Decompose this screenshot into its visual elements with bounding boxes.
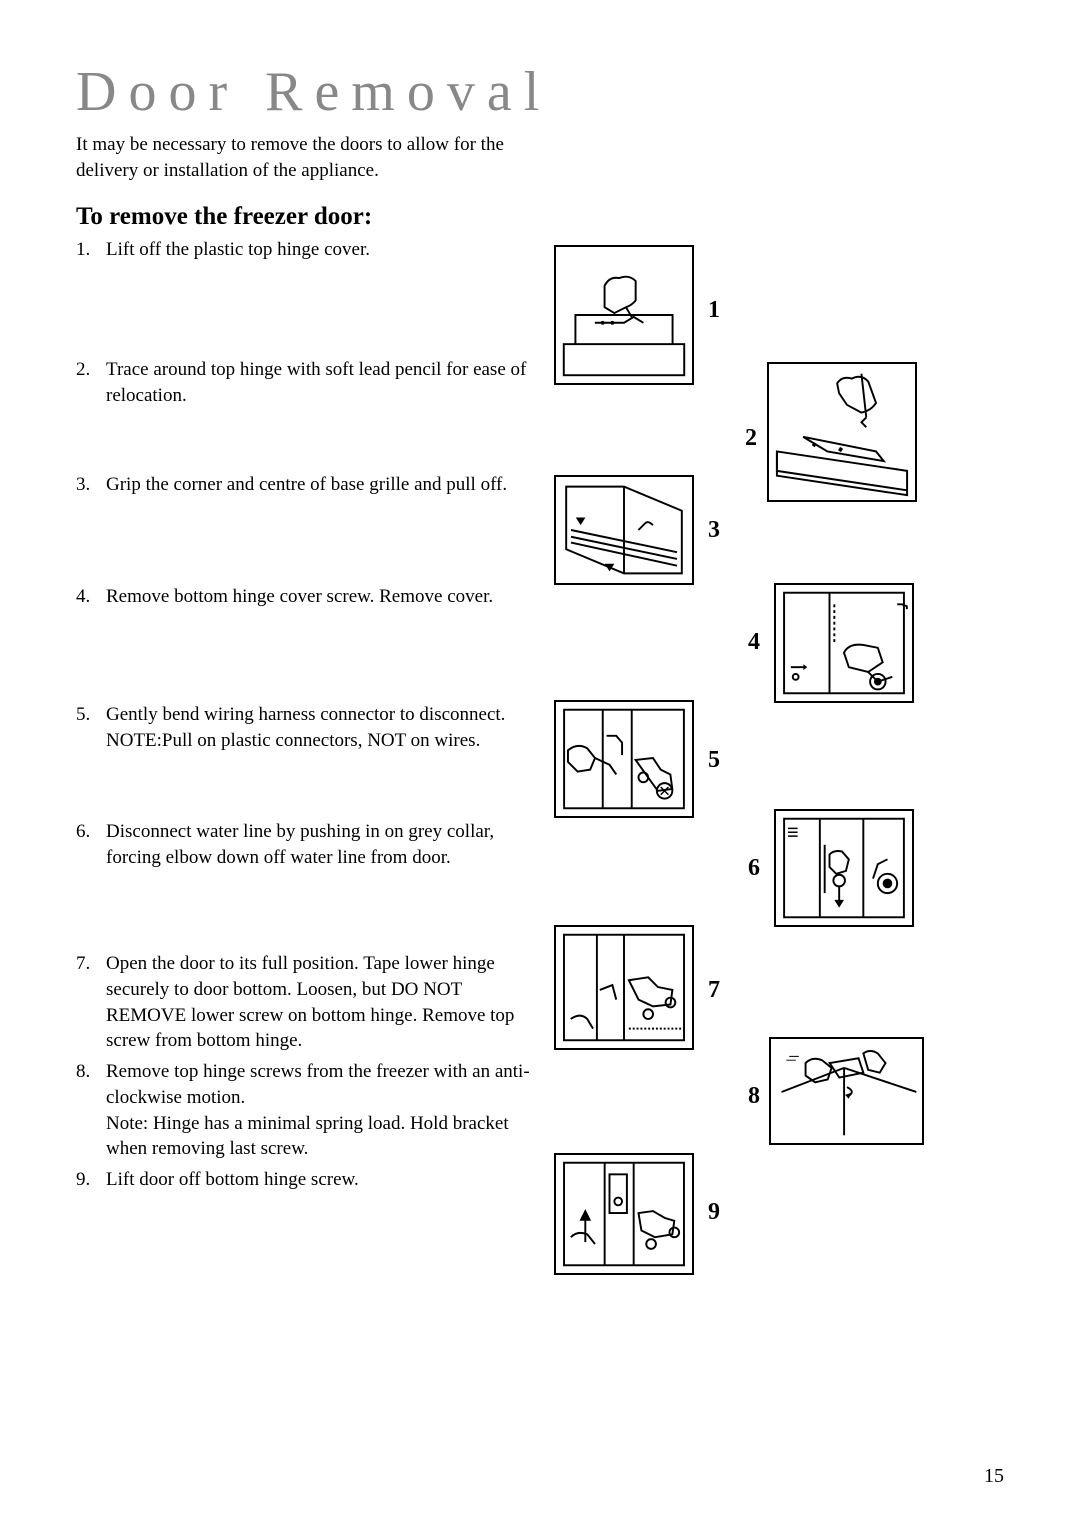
figure-illustration [774,583,914,703]
step-item: 9.Lift door off bottom hinge screw. [76,1167,359,1193]
step-text: Gently bend wiring harness connector to … [106,702,505,753]
figure-label: 8 [748,1083,760,1110]
figure-label: 6 [748,855,760,882]
step-text: Remove bottom hinge cover screw. Remove … [106,584,493,610]
step-item: 7.Open the door to its full position. Ta… [76,951,546,1054]
figure-illustration [554,245,694,385]
step-text: Lift door off bottom hinge screw. [106,1167,359,1193]
figure-illustration [554,700,694,818]
step-item: 5.Gently bend wiring harness connector t… [76,702,505,753]
step-item: 2.Trace around top hinge with soft lead … [76,357,546,408]
step-item: 4.Remove bottom hinge cover screw. Remov… [76,584,493,610]
step-item: 8.Remove top hinge screws from the freez… [76,1059,546,1162]
step-number: 2. [76,357,106,408]
figure-label: 4 [748,629,760,656]
step-number: 3. [76,472,106,498]
step-number: 4. [76,584,106,610]
step-number: 7. [76,951,106,1054]
page-title: Door Removal [76,60,1004,124]
content-area: 1.Lift off the plastic top hinge cover. 2… [76,237,1004,1277]
figure-label: 2 [745,425,757,452]
step-item: 3.Grip the corner and centre of base gri… [76,472,507,498]
figure-label: 9 [708,1199,720,1226]
figure-illustration [554,475,694,585]
figure-illustration [767,362,917,502]
steps-list: 1.Lift off the plastic top hinge cover. 2… [76,237,546,1277]
figure-illustration [774,809,914,927]
step-item: 1.Lift off the plastic top hinge cover. [76,237,370,263]
step-number: 9. [76,1167,106,1193]
figure-label: 5 [708,747,720,774]
step-text: Grip the corner and centre of base grill… [106,472,507,498]
step-text: Remove top hinge screws from the freezer… [106,1059,546,1162]
step-text: Open the door to its full position. Tape… [106,951,546,1054]
step-text: Trace around top hinge with soft lead pe… [106,357,546,408]
step-text: Lift off the plastic top hinge cover. [106,237,370,263]
step-number: 6. [76,819,106,870]
figure-illustration [769,1037,924,1145]
page-number: 15 [984,1465,1004,1488]
figure-illustration [554,1153,694,1275]
step-number: 8. [76,1059,106,1162]
step-item: 6.Disconnect water line by pushing in on… [76,819,546,870]
intro-paragraph: It may be necessary to remove the doors … [76,132,556,183]
step-number: 1. [76,237,106,263]
step-text: Disconnect water line by pushing in on g… [106,819,546,870]
figure-illustration [554,925,694,1050]
figure-label: 3 [708,517,720,544]
step-number: 5. [76,702,106,753]
section-heading: To remove the freezer door: [76,203,1004,231]
figure-label: 7 [708,977,720,1004]
figure-label: 1 [708,297,720,324]
